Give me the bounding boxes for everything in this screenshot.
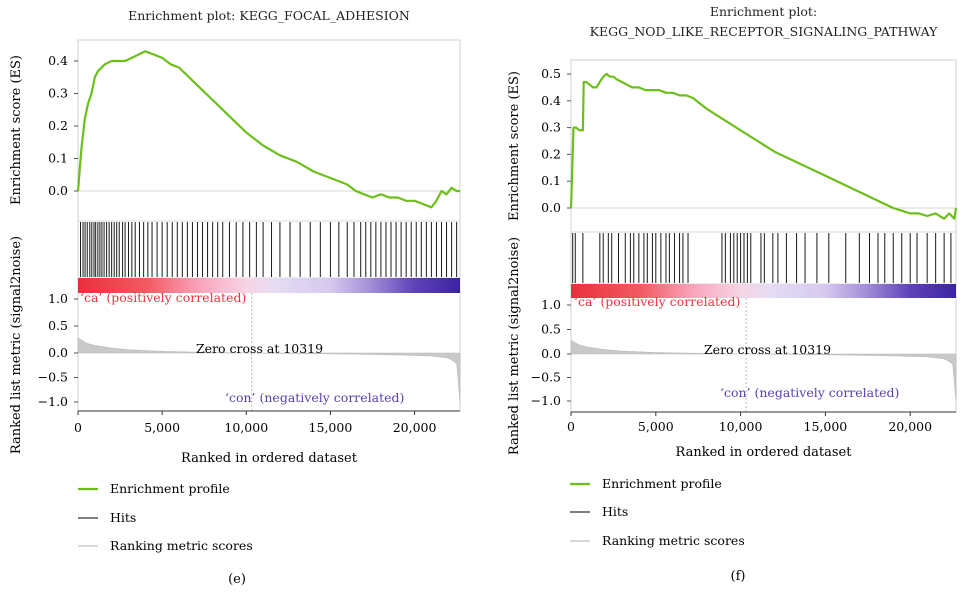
gsea-chart-svg: Enrichment plot: KEGG_NOD_LIKE_RECEPTOR_S…: [507, 4, 958, 584]
gsea-panel-e: Enrichment plot: KEGG_FOCAL_ADHESION 0.4 0…: [9, 8, 461, 587]
ranking-metric-area: [77, 337, 461, 403]
x-tick-label: 5,000: [144, 420, 180, 435]
x-axis-label: Ranked in ordered dataset: [181, 451, 358, 466]
metric-y-tick-label: −0.5: [531, 370, 561, 385]
legend-label: Ranking metric scores: [602, 533, 745, 548]
metric-y-tick-label: 1.0: [48, 291, 68, 306]
es-y-tick-label: 0.0: [541, 200, 561, 215]
enrichment-profile-line: [76, 50, 460, 209]
legend-label: Enrichment profile: [602, 476, 722, 491]
chart-title: Enrichment plot:: [710, 4, 817, 19]
es-y-tick-label: 0.1: [541, 173, 561, 188]
x-tick-label: 5,000: [638, 419, 674, 434]
es-y-tick-label: 0.3: [541, 120, 561, 135]
metric-y-tick-label: 0.0: [48, 345, 68, 360]
es-y-tick-label: 0.5: [541, 66, 561, 81]
es-y-axis-label: Enrichment score (ES): [9, 55, 24, 205]
metric-y-axis-label: Ranked list metric (signal2noise): [507, 237, 522, 455]
positive-correlation-label: ‘ca’ (positively correlated): [80, 290, 246, 305]
enrichment-profile-line: [569, 72, 958, 220]
metric-y-tick-label: −1.0: [38, 394, 68, 409]
x-tick-label: 20,000: [393, 420, 437, 435]
es-y-tick-label: 0.3: [48, 86, 68, 101]
negative-correlation-label: ‘con’ (negatively correlated): [720, 385, 899, 400]
chart-title: Enrichment plot: KEGG_FOCAL_ADHESION: [128, 8, 410, 23]
zero-cross-label: Zero cross at 10319: [196, 341, 323, 356]
legend-label: Hits: [110, 510, 136, 525]
es-y-tick-label: 0.1: [48, 151, 68, 166]
ranking-gradient-bar: [571, 284, 956, 298]
gsea-panel-f: Enrichment plot: KEGG_NOD_LIKE_RECEPTOR_S…: [482, 0, 964, 595]
x-tick-label: 0: [74, 420, 82, 435]
metric-y-tick-label: −0.5: [38, 370, 68, 385]
es-y-tick-label: 0.2: [48, 118, 68, 133]
x-tick-label: 15,000: [804, 419, 848, 434]
es-y-tick-label: 0.2: [541, 146, 561, 161]
es-y-axis-label: Enrichment score (ES): [507, 71, 522, 221]
gsea-chart-svg: Enrichment plot: KEGG_FOCAL_ADHESION 0.4 0…: [9, 8, 461, 587]
zero-cross-label: Zero cross at 10319: [704, 342, 831, 357]
metric-y-tick-label: 0.5: [48, 318, 68, 333]
panel-caption: (e): [228, 572, 246, 587]
x-axis-label: Ranked in ordered dataset: [676, 445, 853, 460]
legend-label: Ranking metric scores: [110, 538, 253, 553]
metric-y-tick-label: 0.5: [541, 322, 561, 337]
legend-label: Hits: [602, 504, 628, 519]
plot-frame: [570, 59, 957, 413]
x-tick-label: 20,000: [888, 419, 932, 434]
x-tick-label: 10,000: [719, 419, 763, 434]
positive-correlation-label: ‘ca’ (positively correlated): [574, 294, 740, 309]
negative-correlation-label: ‘con’ (negatively correlated): [225, 390, 404, 405]
ranking-metric-area: [570, 339, 957, 402]
ranking-gradient-bar: [78, 278, 460, 293]
chart-title: KEGG_NOD_LIKE_RECEPTOR_SIGNALING_PATHWAY: [590, 24, 938, 39]
es-y-tick-label: 0.4: [541, 93, 561, 108]
metric-y-axis-label: Ranked list metric (signal2noise): [9, 236, 24, 454]
es-y-tick-label: 0.4: [48, 53, 68, 68]
metric-y-tick-label: 0.0: [541, 346, 561, 361]
x-tick-label: 10,000: [224, 420, 268, 435]
es-y-tick-label: 0.0: [48, 183, 68, 198]
metric-y-tick-label: −1.0: [531, 393, 561, 408]
metric-y-tick-label: 1.0: [541, 297, 561, 312]
panel-caption: (f): [731, 569, 746, 584]
x-tick-label: 15,000: [309, 420, 353, 435]
x-tick-label: 0: [567, 419, 575, 434]
legend-label: Enrichment profile: [110, 481, 230, 496]
